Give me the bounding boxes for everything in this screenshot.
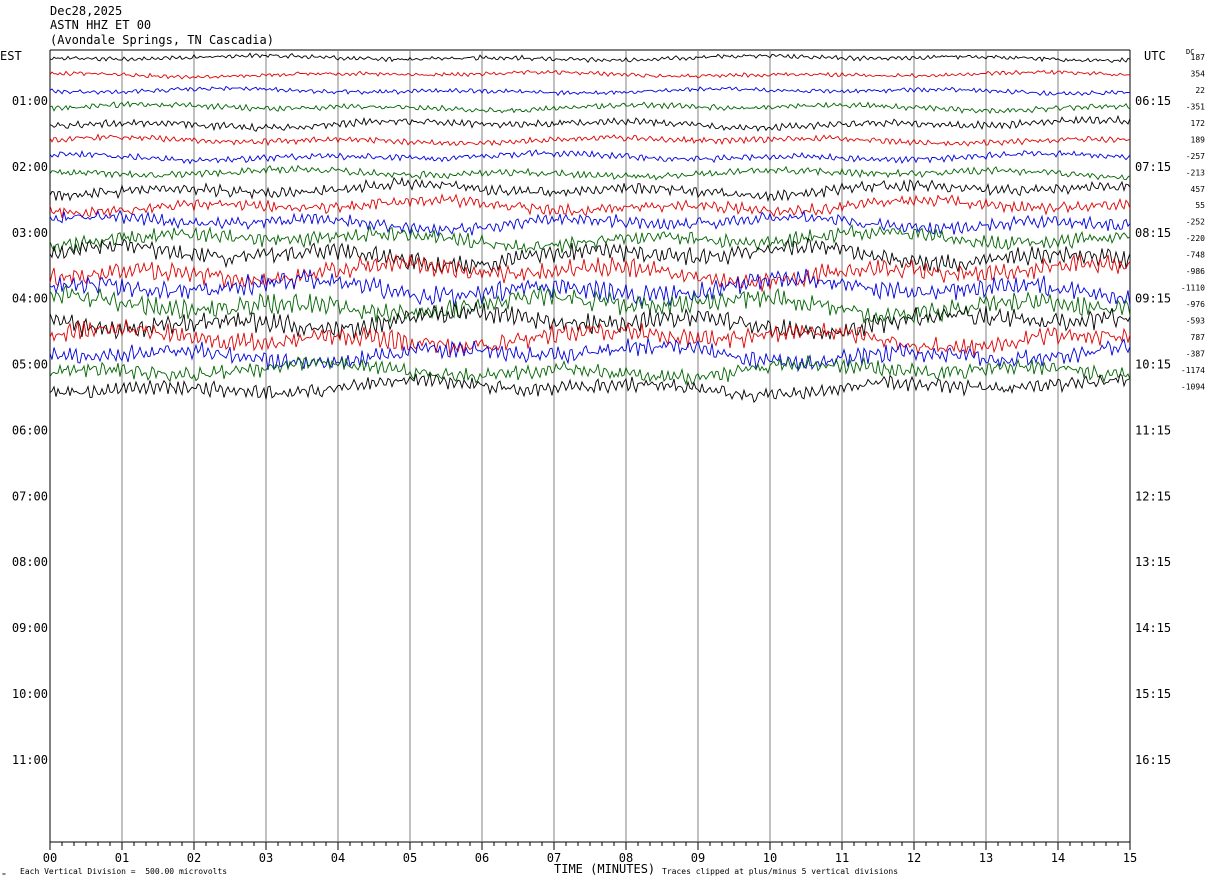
x-tick-label: 05 xyxy=(403,851,417,865)
x-tick-label: 12 xyxy=(907,851,921,865)
seismic-trace xyxy=(49,114,1131,132)
est-hour-label: 08:00 xyxy=(12,555,48,569)
seismic-trace xyxy=(49,100,1131,115)
seismic-trace xyxy=(49,319,1131,357)
x-tick-label: 10 xyxy=(763,851,777,865)
seismic-trace xyxy=(49,149,1131,165)
seismic-trace xyxy=(49,176,1131,203)
x-tick-label: 02 xyxy=(187,851,201,865)
dc-offset-value: -593 xyxy=(1186,317,1205,326)
dc-offset-value: -351 xyxy=(1186,102,1205,111)
scale-note: Each Vertical Division = 500.00 microvol… xyxy=(20,867,228,876)
seismic-trace xyxy=(49,85,1131,97)
right-timezone-label: UTC xyxy=(1144,49,1166,63)
x-tick-label: 04 xyxy=(331,851,345,865)
seismic-trace xyxy=(49,164,1131,181)
est-hour-label: 06:00 xyxy=(12,423,48,437)
utc-hour-label: 15:15 xyxy=(1135,687,1171,701)
est-hour-label: 04:00 xyxy=(12,292,48,306)
est-hour-label: 07:00 xyxy=(12,489,48,503)
dc-offset-value: 172 xyxy=(1191,119,1206,128)
seismic-trace xyxy=(49,224,1131,254)
est-hour-label: 10:00 xyxy=(12,687,48,701)
plot-date: Dec28,2025 xyxy=(50,4,123,18)
seismic-trace xyxy=(49,373,1131,404)
utc-hour-label: 06:15 xyxy=(1135,94,1171,108)
utc-hour-label: 13:15 xyxy=(1135,555,1171,569)
station-id: ASTN HHZ ET 00 xyxy=(50,18,152,32)
dc-offset-value: -976 xyxy=(1186,300,1205,309)
axis-labels: 00 01 02 03 04 05 06 07 08 09 10 11 12 13 14 15 01:00 02:… xyxy=(12,53,1205,865)
station-location: (Avondale Springs, TN Cascadia) xyxy=(50,33,274,47)
dc-offset-value: -986 xyxy=(1186,267,1205,276)
seismic-trace xyxy=(49,133,1131,147)
dc-offset-value: -1094 xyxy=(1181,382,1205,391)
utc-hour-label: 11:15 xyxy=(1135,423,1171,437)
dc-offset-value: 187 xyxy=(1191,53,1206,62)
x-tick-label: 00 xyxy=(43,851,57,865)
x-axis-label: TIME (MINUTES) xyxy=(554,862,656,876)
est-hour-label: 05:00 xyxy=(12,358,48,372)
dc-offset-value: -387 xyxy=(1186,349,1205,358)
utc-hour-label: 10:15 xyxy=(1135,358,1171,372)
x-tick-label: 01 xyxy=(115,851,129,865)
est-hour-label: 01:00 xyxy=(12,94,48,108)
x-tick-label: 08 xyxy=(619,851,633,865)
dc-offset-value: -1110 xyxy=(1181,284,1205,293)
dc-offset-value: -220 xyxy=(1186,234,1205,243)
x-tick-label: 15 xyxy=(1123,851,1137,865)
x-tick-label: 14 xyxy=(1051,851,1065,865)
seismic-trace xyxy=(49,355,1131,386)
seismic-traces xyxy=(49,52,1131,404)
dc-offset-value: 55 xyxy=(1195,201,1205,210)
clip-note: Traces clipped at plus/minus 5 vertical … xyxy=(662,867,899,876)
x-tick-label: 11 xyxy=(835,851,849,865)
utc-hour-label: 12:15 xyxy=(1135,489,1171,503)
seismic-trace xyxy=(49,193,1131,219)
dc-offset-header: DC xyxy=(1186,48,1195,56)
x-tick-label: 03 xyxy=(259,851,273,865)
dc-offset-value: 22 xyxy=(1195,86,1205,95)
seismic-trace xyxy=(49,302,1131,340)
seismic-trace xyxy=(49,253,1131,292)
dc-offset-value: 787 xyxy=(1191,333,1206,342)
dc-offset-value: -748 xyxy=(1186,251,1205,260)
left-timezone-label: EST xyxy=(0,49,22,63)
seismic-trace xyxy=(49,209,1131,238)
dc-offset-value: -257 xyxy=(1186,152,1205,161)
dc-offset-value: 189 xyxy=(1191,135,1206,144)
dc-offset-value: -1174 xyxy=(1181,366,1205,375)
utc-hour-label: 16:15 xyxy=(1135,753,1171,767)
dc-offset-value: 354 xyxy=(1191,69,1206,78)
dc-offset-value: -252 xyxy=(1186,218,1205,227)
seismic-trace xyxy=(49,69,1131,80)
dc-offset-value: -213 xyxy=(1186,168,1205,177)
dc-offset-value: 457 xyxy=(1191,185,1206,194)
seismic-trace xyxy=(49,284,1131,326)
seismic-trace xyxy=(49,237,1131,275)
seismic-trace xyxy=(49,268,1131,307)
utc-hour-label: 07:15 xyxy=(1135,160,1171,174)
est-hour-label: 11:00 xyxy=(12,753,48,767)
x-tick-label: 07 xyxy=(547,851,561,865)
x-tick-label: 09 xyxy=(691,851,705,865)
seismic-trace xyxy=(49,52,1131,63)
corner-mark: ≈ xyxy=(2,871,6,878)
est-hour-label: 03:00 xyxy=(12,226,48,240)
x-tick-label: 13 xyxy=(979,851,993,865)
utc-hour-label: 14:15 xyxy=(1135,621,1171,635)
utc-hour-label: 08:15 xyxy=(1135,226,1171,240)
seismic-trace xyxy=(49,337,1131,373)
x-tick-label: 06 xyxy=(475,851,489,865)
est-hour-label: 09:00 xyxy=(12,621,48,635)
utc-hour-label: 09:15 xyxy=(1135,292,1171,306)
grid-lines xyxy=(49,49,1131,850)
est-hour-label: 02:00 xyxy=(12,160,48,174)
